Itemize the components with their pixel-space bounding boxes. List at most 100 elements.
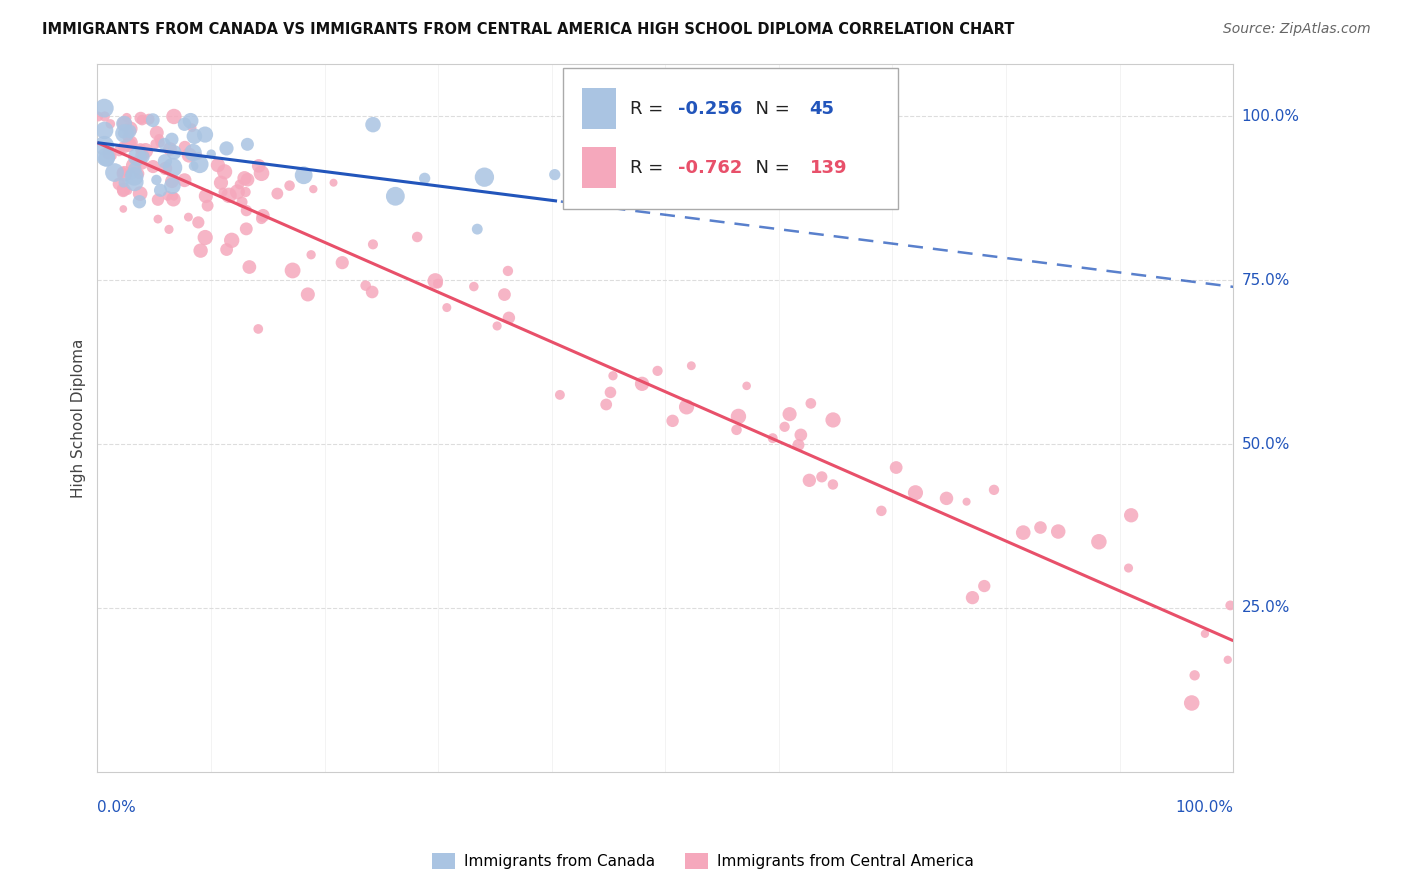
Point xyxy=(149,183,172,197)
Point xyxy=(486,318,509,333)
Point xyxy=(181,120,204,135)
Point xyxy=(250,166,273,180)
Point xyxy=(292,168,315,182)
Point xyxy=(725,423,748,437)
Point xyxy=(177,210,200,224)
Point xyxy=(297,287,319,301)
Point xyxy=(602,368,624,383)
Point xyxy=(183,159,205,173)
Point xyxy=(173,140,195,154)
Point xyxy=(187,149,209,163)
Point xyxy=(148,132,170,146)
Point xyxy=(779,407,801,421)
Point xyxy=(215,141,238,155)
Point xyxy=(465,222,488,236)
Point xyxy=(197,199,219,213)
Point xyxy=(118,137,141,152)
Text: N =: N = xyxy=(744,159,796,177)
Text: 45: 45 xyxy=(810,100,835,118)
Point xyxy=(821,413,844,427)
Point xyxy=(142,160,165,174)
Point xyxy=(122,159,145,173)
Point xyxy=(183,129,205,144)
Point xyxy=(120,168,142,182)
Point xyxy=(98,117,121,131)
Point xyxy=(117,184,139,198)
Point xyxy=(576,193,599,207)
Point xyxy=(413,171,436,186)
Point xyxy=(252,209,274,223)
Point xyxy=(124,175,146,189)
Point xyxy=(112,126,135,140)
Point xyxy=(266,186,288,201)
Point xyxy=(235,185,257,199)
Point xyxy=(115,111,138,125)
Point xyxy=(112,117,135,131)
Point xyxy=(215,243,238,257)
Point xyxy=(190,244,212,258)
Point xyxy=(114,127,136,141)
Point xyxy=(361,285,384,299)
Point xyxy=(727,409,749,424)
Text: 0.0%: 0.0% xyxy=(97,799,136,814)
Point xyxy=(93,138,115,153)
Point xyxy=(131,148,153,162)
Text: R =: R = xyxy=(630,159,669,177)
Point xyxy=(773,419,796,434)
Point xyxy=(1121,508,1143,523)
Point xyxy=(278,178,301,193)
Point xyxy=(94,150,117,164)
FancyBboxPatch shape xyxy=(582,88,616,129)
Point xyxy=(157,222,180,236)
Point xyxy=(1047,524,1070,539)
Point xyxy=(973,579,995,593)
Text: IMMIGRANTS FROM CANADA VS IMMIGRANTS FROM CENTRAL AMERICA HIGH SCHOOL DIPLOMA CO: IMMIGRANTS FROM CANADA VS IMMIGRANTS FRO… xyxy=(42,22,1015,37)
Point xyxy=(800,396,823,410)
Point xyxy=(194,230,217,244)
Point xyxy=(935,491,957,506)
Point xyxy=(955,494,977,508)
Point xyxy=(146,193,169,207)
Point xyxy=(160,132,183,146)
Point xyxy=(114,117,136,131)
Text: R =: R = xyxy=(630,100,669,118)
Point xyxy=(233,171,256,186)
Point xyxy=(226,185,249,199)
Point xyxy=(93,123,115,137)
Point xyxy=(120,121,142,136)
Point xyxy=(1118,561,1140,575)
Point xyxy=(194,189,217,203)
Point xyxy=(160,174,183,188)
Point xyxy=(173,173,195,187)
Point xyxy=(96,152,118,166)
FancyBboxPatch shape xyxy=(562,68,898,209)
Point xyxy=(108,177,131,191)
Point xyxy=(162,161,184,175)
Point xyxy=(436,301,458,315)
Point xyxy=(790,428,813,442)
Point xyxy=(548,388,571,402)
Point xyxy=(647,364,669,378)
Point xyxy=(884,460,907,475)
Point xyxy=(1088,534,1111,549)
Text: 100.0%: 100.0% xyxy=(1175,799,1233,814)
Point xyxy=(544,168,567,182)
Point xyxy=(129,142,152,156)
Point xyxy=(238,260,260,274)
Text: 100.0%: 100.0% xyxy=(1241,109,1299,124)
Point xyxy=(1219,599,1241,613)
Point xyxy=(494,287,516,301)
Point xyxy=(281,263,304,277)
Point xyxy=(821,477,844,491)
Point xyxy=(236,137,259,152)
Point xyxy=(787,438,810,452)
Point xyxy=(173,117,195,131)
Point xyxy=(474,170,496,185)
Point xyxy=(101,149,124,163)
Text: -0.256: -0.256 xyxy=(678,100,742,118)
Legend: Immigrants from Canada, Immigrants from Central America: Immigrants from Canada, Immigrants from … xyxy=(426,847,980,875)
Point xyxy=(162,178,184,193)
Point xyxy=(129,111,152,125)
Point xyxy=(156,189,179,203)
Point xyxy=(163,110,186,124)
